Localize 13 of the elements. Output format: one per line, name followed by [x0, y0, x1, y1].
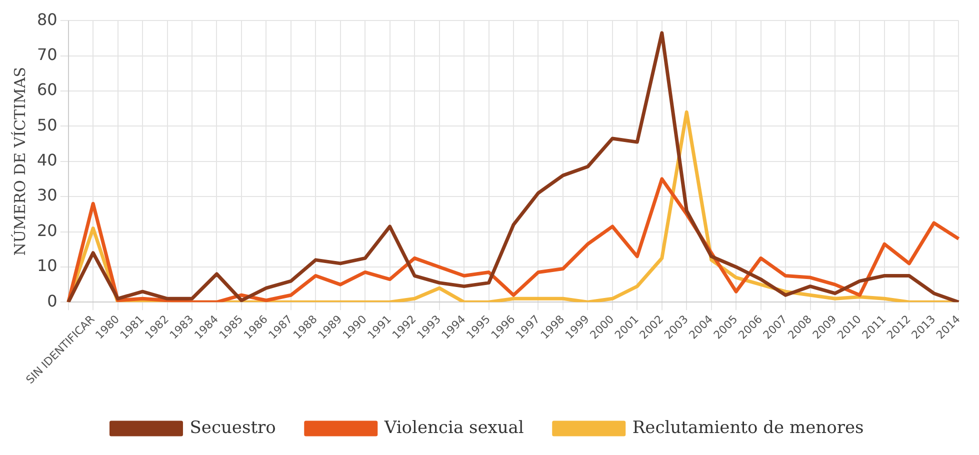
- legend-label: Violencia sexual: [383, 418, 524, 438]
- legend-label: Reclutamiento de menores: [632, 418, 864, 438]
- y-tick-label: 50: [37, 115, 58, 134]
- y-tick-label: 20: [37, 220, 58, 240]
- y-tick-label: 10: [37, 256, 58, 276]
- y-tick-label: 30: [37, 186, 58, 205]
- y-tick-label: 80: [37, 10, 58, 29]
- legend-label: Secuestro: [190, 418, 276, 438]
- y-tick-label: 70: [37, 44, 58, 64]
- y-tick-label: 0: [47, 291, 58, 310]
- y-tick-label: 60: [37, 80, 58, 100]
- y-axis-title: NÚMERO DE VÍCTIMAS: [10, 66, 29, 256]
- y-tick-label: 40: [37, 150, 58, 170]
